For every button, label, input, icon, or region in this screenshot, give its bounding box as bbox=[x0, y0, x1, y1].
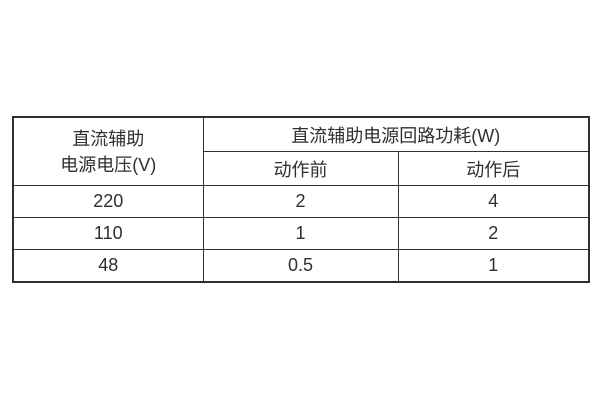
before-action-cell: 0.5 bbox=[202, 249, 399, 283]
voltage-header-line2: 电源电压(V) bbox=[60, 154, 157, 175]
after-action-cell: 1 bbox=[397, 249, 590, 283]
after-action-cell: 2 bbox=[397, 217, 590, 250]
after-action-header: 动作后 bbox=[397, 151, 590, 186]
table-row: 220 2 4 bbox=[12, 185, 590, 218]
group-header-row: 直流辅助 电源电压(V) 直流辅助电源回路功耗(W) bbox=[12, 116, 590, 186]
before-action-cell: 1 bbox=[202, 217, 399, 250]
power-group-header: 直流辅助电源回路功耗(W) bbox=[202, 116, 590, 152]
voltage-column-header: 直流辅助 电源电压(V) bbox=[12, 116, 204, 186]
after-action-cell: 4 bbox=[397, 185, 590, 218]
voltage-cell: 48 bbox=[12, 249, 204, 283]
before-action-cell: 2 bbox=[202, 185, 399, 218]
table-row: 48 0.5 1 bbox=[12, 249, 590, 283]
sub-header-row: 动作前 动作后 bbox=[13, 151, 590, 186]
table-row: 110 1 2 bbox=[12, 217, 590, 250]
power-consumption-table: 直流辅助 电源电压(V) 直流辅助电源回路功耗(W) 动作前 动作后 220 2… bbox=[12, 116, 591, 283]
voltage-cell: 110 bbox=[12, 217, 204, 250]
before-action-header: 动作前 bbox=[202, 151, 399, 186]
voltage-header-line1: 直流辅助 bbox=[72, 128, 145, 149]
voltage-cell: 220 bbox=[12, 185, 204, 218]
